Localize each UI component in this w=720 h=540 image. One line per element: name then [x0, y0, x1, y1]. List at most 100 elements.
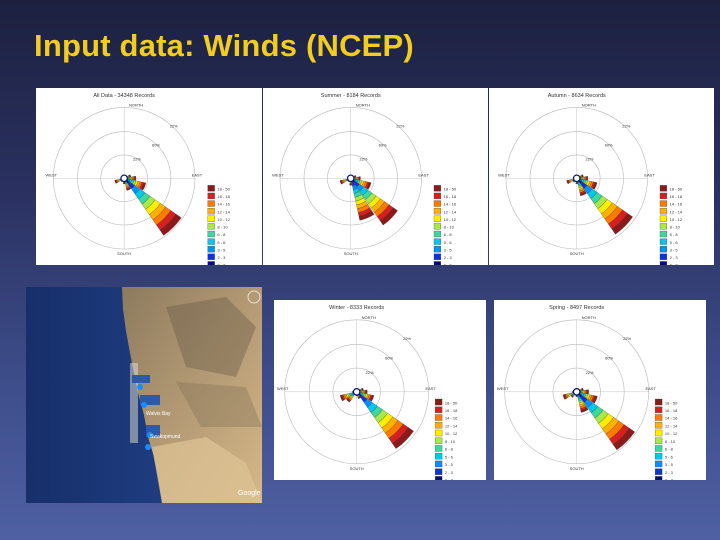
rose-sector-6	[576, 391, 635, 451]
legend-label: 14 - 16	[445, 416, 458, 421]
shelf-block-1	[132, 375, 150, 383]
ring-label-outer: 22%	[403, 336, 411, 341]
legend-swatch	[207, 200, 215, 207]
compass-north: NORTH	[582, 102, 596, 107]
rose-sector-6	[356, 391, 414, 449]
rose-title: Spring - 8497 Records	[549, 305, 604, 311]
legend-label: 2 - 3	[665, 470, 674, 475]
compass-west: WEST	[46, 172, 58, 177]
legend-swatch	[207, 230, 215, 238]
compass-east: EAST	[192, 172, 203, 177]
legend-label: 8 - 10	[670, 225, 681, 230]
rose-sector-11	[562, 391, 577, 400]
legend-label: 8 - 10	[665, 439, 676, 444]
ring-label-middle: 60%	[385, 355, 393, 360]
legend-label: 8 - 10	[445, 439, 456, 444]
legend-swatch	[654, 445, 663, 452]
legend-swatch	[434, 468, 443, 475]
legend-swatch	[433, 223, 441, 230]
legend-swatch	[659, 223, 667, 230]
legend-label: 18 - 50	[670, 187, 683, 192]
legend-label: 10 - 12	[670, 217, 683, 222]
legend-label: 6 - 8	[217, 232, 226, 237]
legend-label: 6 - 8	[665, 447, 674, 452]
wind-rose-spring: Spring - 8497 Records NORTH SOUTH WEST EAST 2…	[497, 305, 678, 480]
legend-swatch	[654, 437, 663, 444]
legend-swatch	[207, 215, 215, 222]
wind-rose-autumn: Autumn - 8634 Records NORTH SOUTH WEST EAST 2…	[498, 93, 683, 265]
compass-east: EAST	[425, 386, 436, 391]
legend-swatch	[434, 422, 443, 429]
legend-swatch	[434, 445, 443, 452]
rose-sector-6	[576, 178, 633, 235]
rose-panel-autumn: Autumn - 8634 Records NORTH SOUTH WEST EAST 2…	[489, 88, 714, 265]
legend-swatch	[433, 215, 441, 222]
legend-label: 14 - 16	[217, 202, 230, 207]
legend-label: 5 - 6	[445, 454, 454, 459]
legend-swatch	[434, 429, 443, 437]
legend-label: 3 - 5	[670, 247, 679, 252]
ring-label-outer: 22%	[623, 336, 631, 341]
legend-swatch	[654, 468, 663, 475]
legend-swatch	[207, 192, 215, 200]
compass-south: SOUTH	[570, 251, 584, 256]
legend-label: 18 - 50	[445, 400, 458, 405]
marker-2	[141, 402, 147, 408]
ring-label-middle: 60%	[379, 142, 387, 147]
compass-east: EAST	[644, 172, 655, 177]
legend-swatch	[659, 238, 667, 245]
legend-swatch	[207, 261, 215, 265]
legend-label: 5 - 6	[444, 240, 453, 245]
legend-label: 2 - 3	[670, 255, 679, 260]
legend-label: 16 - 18	[217, 194, 230, 199]
legend-label: 12 - 14	[444, 209, 457, 214]
legend-swatch	[654, 422, 663, 429]
legend-label: 18 - 50	[665, 400, 678, 405]
ring-label-inner: 22%	[585, 157, 593, 162]
legend-swatch	[434, 476, 443, 480]
legend-swatch	[433, 246, 441, 253]
legend-label: 3 - 5	[217, 247, 226, 252]
legend-swatch	[659, 246, 667, 253]
legend-swatch	[207, 238, 215, 245]
legend-label: 0 - 2	[444, 263, 453, 265]
place-label-2: Swakopmund	[150, 434, 181, 440]
compass-north: NORTH	[362, 315, 376, 320]
ring-label-middle: 60%	[605, 355, 613, 360]
legend-label: 12 - 14	[217, 209, 230, 214]
place-label-1: Walvis Bay	[146, 411, 171, 417]
rose-sector-7	[350, 178, 375, 221]
compass-north: NORTH	[129, 102, 143, 107]
legend-swatch	[654, 460, 663, 468]
ring-label-outer: 22%	[170, 123, 178, 128]
rose-title: Autumn - 8634 Records	[548, 93, 606, 99]
legend-label: 16 - 18	[445, 408, 458, 413]
legend-swatch	[433, 253, 441, 260]
satellite-map-image: Walvis Bay Swakopmund Google	[26, 287, 262, 503]
legend-swatch	[659, 208, 667, 215]
legend-label: 6 - 8	[670, 232, 679, 237]
legend-swatch	[433, 185, 441, 192]
legend-swatch	[434, 437, 443, 444]
ring-label-inner: 22%	[366, 370, 374, 375]
wind-rose-all: All Data - 34348 Records NORTH SOUTH WEST EA…	[46, 93, 231, 265]
legend-swatch	[659, 261, 667, 265]
legend-label: 16 - 18	[665, 408, 678, 413]
legend-label: 14 - 16	[670, 202, 683, 207]
legend-swatch	[433, 200, 441, 207]
rose-title: Winter - 8333 Records	[329, 305, 384, 311]
legend-swatch	[659, 192, 667, 200]
legend-swatch	[207, 223, 215, 230]
legend-label: 14 - 16	[665, 416, 678, 421]
compass-south: SOUTH	[344, 251, 358, 256]
rose-center	[346, 174, 355, 183]
legend-label: 18 - 50	[444, 187, 457, 192]
compass-west: WEST	[272, 172, 284, 177]
legend-label: 8 - 10	[217, 225, 228, 230]
legend-label: 0 - 2	[665, 478, 674, 480]
legend-label: 12 - 14	[665, 423, 678, 428]
ring-label-middle: 60%	[152, 142, 160, 147]
legend-label: 0 - 2	[445, 478, 454, 480]
rose-sector-5	[350, 178, 372, 190]
rose-center	[572, 388, 581, 396]
